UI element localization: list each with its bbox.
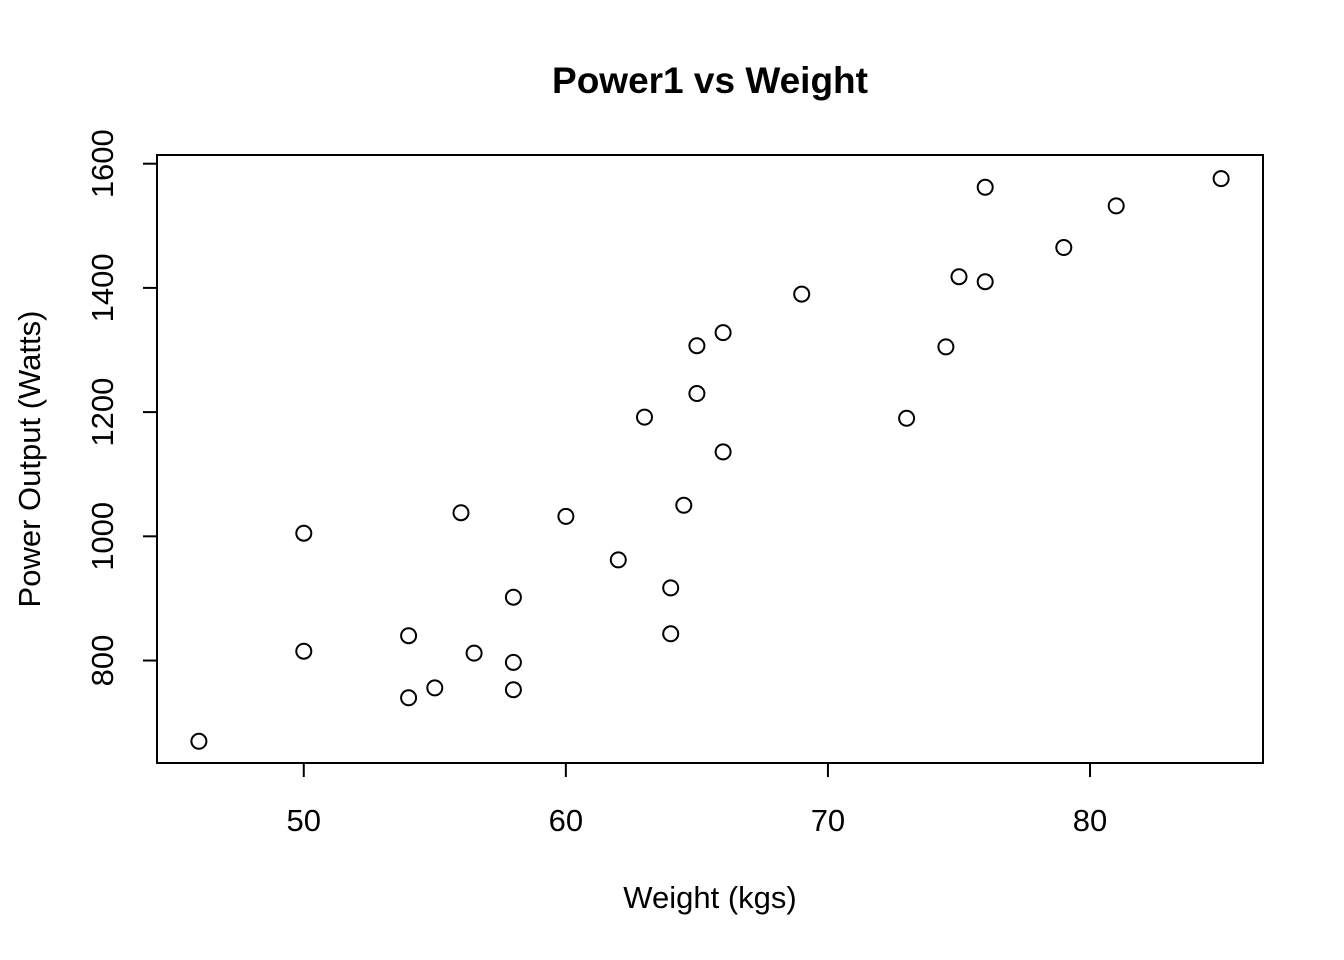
data-point bbox=[793, 285, 811, 303]
data-point bbox=[662, 625, 680, 643]
y-tick-label: 1000 bbox=[85, 502, 120, 571]
data-point bbox=[452, 504, 470, 522]
data-point bbox=[609, 551, 627, 569]
data-point bbox=[504, 681, 522, 699]
plot-border bbox=[156, 154, 1264, 764]
data-point bbox=[465, 644, 483, 662]
data-point bbox=[714, 443, 732, 461]
data-point bbox=[1107, 197, 1125, 215]
data-point bbox=[976, 273, 994, 291]
data-point bbox=[504, 588, 522, 606]
data-point bbox=[688, 337, 706, 355]
y-tick-label: 1400 bbox=[85, 253, 120, 322]
x-axis-label: Weight (kgs) bbox=[623, 880, 796, 915]
y-axis-ticks: 800 1000 1200 1400 1600 bbox=[85, 129, 157, 686]
data-point bbox=[426, 679, 444, 697]
x-tick-label: 50 bbox=[287, 803, 321, 838]
data-point bbox=[688, 385, 706, 402]
data-point bbox=[675, 496, 693, 514]
data-point bbox=[714, 324, 732, 342]
y-axis-label: Power Output (Watts) bbox=[12, 311, 47, 608]
x-tick-label: 70 bbox=[811, 803, 845, 838]
data-point bbox=[295, 642, 313, 660]
data-points bbox=[190, 170, 1230, 750]
data-point bbox=[662, 579, 680, 597]
data-point bbox=[557, 507, 575, 525]
x-axis-ticks: 50 60 70 80 bbox=[287, 763, 1107, 838]
data-point bbox=[400, 627, 418, 645]
data-point bbox=[898, 409, 916, 427]
x-tick-label: 80 bbox=[1073, 803, 1107, 838]
y-tick-label: 1600 bbox=[85, 129, 120, 198]
data-point bbox=[976, 178, 994, 196]
data-point bbox=[295, 524, 313, 542]
data-point bbox=[636, 408, 653, 426]
data-point bbox=[1212, 170, 1230, 188]
y-tick-label: 1200 bbox=[85, 378, 120, 447]
data-point bbox=[1055, 239, 1073, 256]
data-point bbox=[400, 689, 418, 707]
chart-title: Power1 vs Weight bbox=[552, 60, 868, 101]
data-point bbox=[504, 653, 522, 671]
x-tick-label: 60 bbox=[549, 803, 583, 838]
data-point bbox=[190, 732, 208, 750]
data-point bbox=[937, 338, 955, 356]
y-tick-label: 800 bbox=[85, 635, 120, 687]
data-point bbox=[950, 268, 968, 286]
